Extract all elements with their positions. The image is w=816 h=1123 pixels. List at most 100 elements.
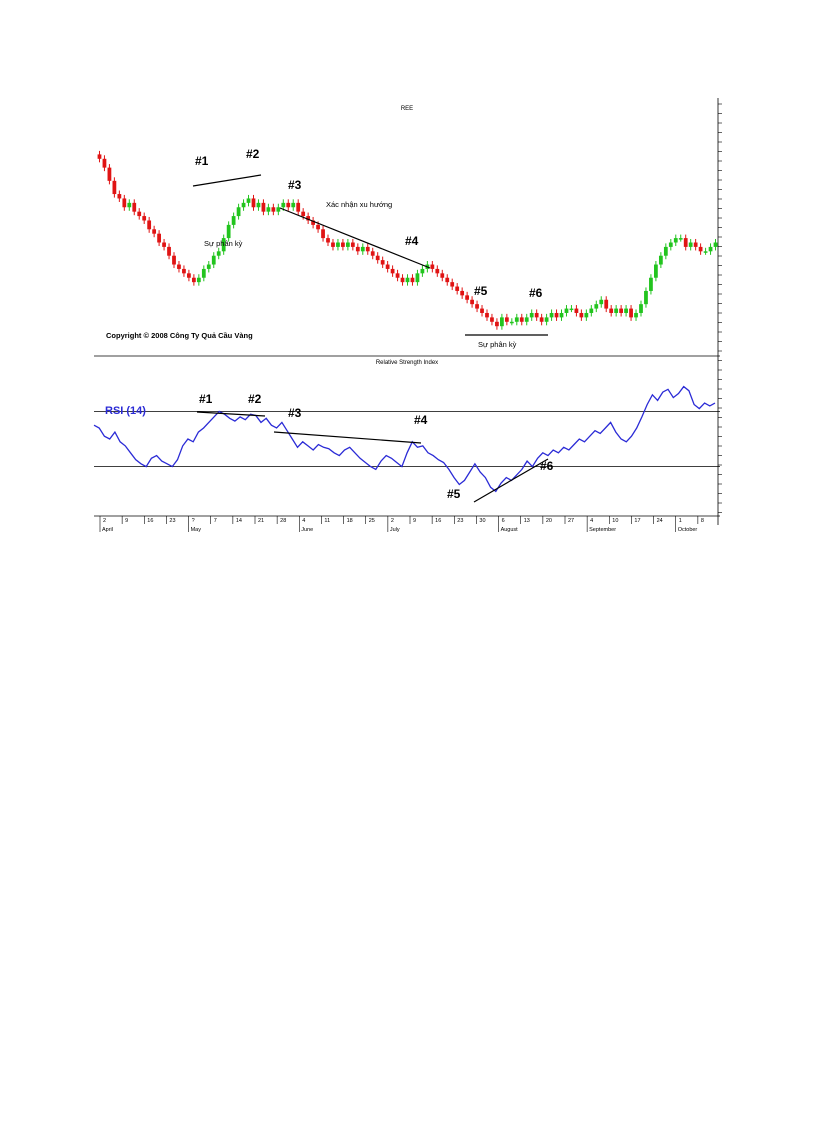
price-candle (529, 309, 534, 321)
candle-body (122, 198, 127, 208)
candle-body (495, 321, 499, 327)
candle-body (172, 255, 176, 265)
price-candle (331, 238, 335, 251)
candle-body (519, 317, 524, 322)
candle-body (678, 238, 683, 240)
price-candle (658, 252, 663, 269)
rsi-panel-title: Relative Strength Index (376, 360, 438, 366)
price-chart-title: REE (401, 106, 413, 112)
candle-body (589, 308, 594, 313)
x-axis-month-label: April (102, 527, 113, 533)
candle-body (574, 308, 579, 313)
price-candle (271, 203, 276, 216)
price-label-divergence-1: Sự phân kỳ (204, 239, 243, 248)
candle-body (415, 273, 420, 283)
candle-body (549, 312, 554, 318)
candle-body (301, 211, 306, 217)
price-candle (276, 203, 281, 216)
x-axis-month-label: July (390, 527, 400, 533)
price-candle (480, 305, 484, 317)
candle-body (599, 299, 604, 305)
price-candle (147, 216, 152, 233)
candle-body (624, 308, 628, 313)
price-candle (365, 243, 370, 255)
price-candle (286, 199, 291, 211)
price-candle (554, 309, 559, 321)
price-candle (594, 300, 599, 313)
price-candle (112, 177, 117, 198)
price-candle (440, 269, 445, 282)
x-axis-tick-label: 21 (258, 518, 264, 524)
price-candle (668, 238, 673, 251)
candle-body (157, 233, 161, 243)
price-candle (485, 309, 489, 321)
price-candle (117, 190, 122, 202)
price-candle (177, 261, 181, 273)
price-candle (395, 269, 400, 282)
price-candle (708, 243, 713, 255)
candle-body (475, 304, 479, 309)
candle-body (485, 312, 489, 318)
candle-body (539, 317, 544, 322)
price-candle (524, 313, 529, 326)
price-candle (187, 269, 191, 282)
x-axis-tick-label: 23 (457, 518, 463, 524)
price-candle (107, 164, 112, 185)
x-axis-tick-label: 1 (679, 518, 682, 524)
candle-body (331, 242, 335, 247)
candle-body (509, 321, 514, 324)
candle-body (102, 158, 107, 168)
candle-body (470, 299, 474, 305)
candle-body (465, 295, 470, 300)
candle-body (201, 268, 206, 278)
candle-body (668, 242, 673, 247)
candle-body (584, 312, 589, 318)
x-axis: 2 9 16 23? 7 14 21 28 4 11 18 25 2 9 16 23 30 6 13 20 27 4 10 1… (99, 516, 704, 533)
trendline-divergence-top (192, 174, 262, 187)
candle-body (370, 251, 375, 256)
price-candle (450, 278, 455, 291)
candle-body (221, 238, 226, 252)
candle-body (271, 207, 276, 212)
price-candle (599, 296, 604, 308)
candle-body (211, 255, 216, 265)
price-candle (182, 265, 186, 277)
candle-body (435, 268, 440, 274)
price-candle (713, 238, 718, 251)
candle-body (196, 277, 201, 283)
candle-body (365, 246, 370, 252)
candle-body (336, 242, 340, 247)
x-axis-tick-label: 7 (214, 518, 217, 524)
price-candle (221, 234, 226, 255)
candle-body (341, 242, 345, 247)
candle-body (216, 251, 221, 256)
x-axis-tick-label: 4 (590, 518, 593, 524)
candle-body (460, 290, 465, 296)
price-candle (470, 296, 474, 308)
price-candle (236, 203, 241, 220)
price-candle (495, 318, 499, 330)
candle-body (137, 211, 142, 217)
rsi-label-p6: #6 (540, 459, 554, 473)
rsi-label-p5: #5 (447, 487, 461, 501)
x-axis-tick-label: 13 (524, 518, 530, 524)
candle-body (619, 308, 624, 313)
candle-body (534, 312, 539, 318)
x-axis-tick-label: 17 (634, 518, 640, 524)
price-candle (345, 238, 350, 251)
candle-body (654, 264, 658, 278)
price-candle (514, 313, 519, 326)
candle-body (663, 246, 668, 256)
price-candle (549, 309, 554, 321)
candle-body (579, 312, 584, 318)
x-axis-tick-label: 2 (391, 518, 394, 524)
candle-body (256, 202, 261, 208)
price-candle (226, 221, 231, 242)
candle-body (306, 216, 311, 221)
price-candle (370, 247, 375, 260)
price-candle (355, 243, 360, 255)
rsi-legend: RSI (14) (105, 405, 146, 417)
price-candle (634, 309, 638, 321)
price-candles (97, 150, 718, 330)
candle-body (226, 224, 231, 239)
